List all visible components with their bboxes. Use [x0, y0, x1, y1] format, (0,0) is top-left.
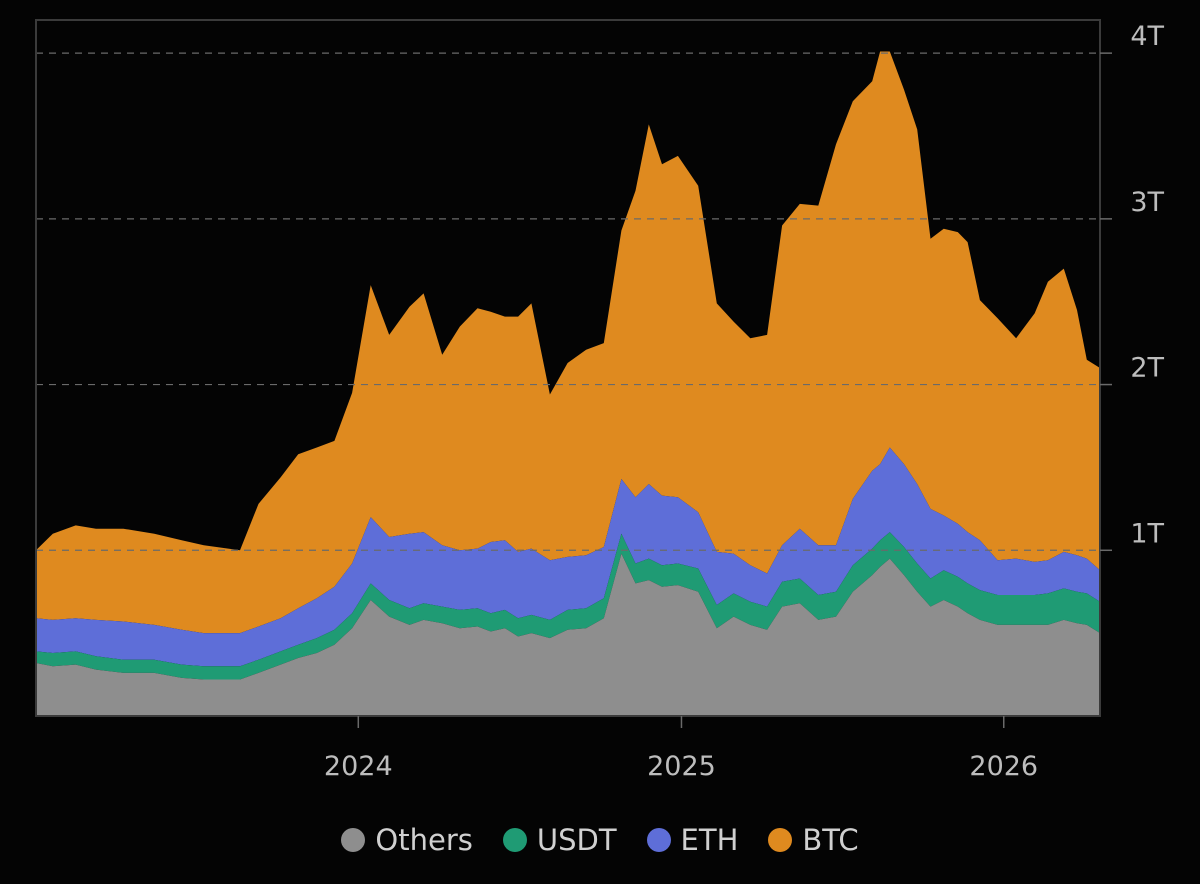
x-axis: 2024 2025 2026 [324, 716, 1038, 782]
legend-label-usdt: USDT [536, 823, 617, 857]
legend: Others USDT ETH BTC [0, 818, 1200, 862]
legend-swatch-btc [768, 828, 793, 852]
gridlines [36, 52, 1100, 551]
legend-swatch-others [341, 828, 366, 852]
legend-swatch-usdt [502, 828, 527, 852]
area-btc [36, 51, 1100, 634]
legend-item-usdt[interactable]: USDT [502, 823, 617, 857]
x-tick-label-2026: 2026 [969, 751, 1038, 782]
legend-swatch-eth [646, 828, 671, 852]
area-eth [36, 447, 1100, 667]
area-series-group [36, 51, 1100, 716]
area-usdt [36, 532, 1100, 680]
legend-label-others: Others [375, 823, 473, 857]
legend-item-eth[interactable]: ETH [646, 823, 739, 857]
y-axis: 1T 2T 3T 4T [1100, 21, 1165, 552]
legend-label-btc: BTC [802, 823, 859, 857]
x-tick-label-2024: 2024 [324, 751, 393, 782]
plot-frame [35, 19, 1101, 717]
y-tick-label-1T: 1T [1130, 518, 1164, 549]
y-tick-label-4T: 4T [1130, 21, 1164, 52]
y-tick-label-3T: 3T [1130, 187, 1164, 218]
legend-label-eth: ETH [680, 823, 739, 857]
area-others [36, 553, 1100, 716]
legend-item-btc[interactable]: BTC [768, 823, 859, 857]
x-tick-label-2025: 2025 [647, 751, 716, 782]
legend-item-others[interactable]: Others [341, 823, 473, 857]
y-tick-label-2T: 2T [1130, 353, 1164, 384]
